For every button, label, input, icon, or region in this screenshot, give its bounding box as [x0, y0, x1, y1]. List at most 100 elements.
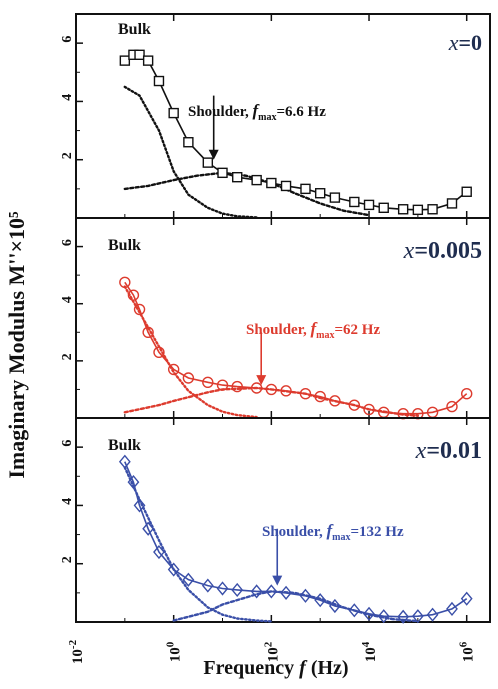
panels-layer: 2 4 6 Bulk x=0 Shoulder, fmax=6.6 Hz 2 4 6 Bulk x=…: [60, 13, 491, 664]
data-point: [202, 157, 214, 168]
component-curve-1: [123, 85, 258, 219]
data-point: [153, 75, 165, 87]
x-tick-label: 100: [165, 641, 184, 662]
component-curve-2: [123, 171, 371, 217]
data-point: [299, 388, 312, 400]
component-curve-2: [172, 590, 420, 623]
data-point: [153, 346, 165, 358]
data-point: [300, 183, 311, 195]
data-point: [266, 177, 277, 189]
x-tick-label: 104: [360, 641, 379, 662]
data-point: [363, 606, 375, 621]
data-point: [446, 198, 458, 209]
x-tick-label: 106: [458, 641, 477, 662]
panel-3: 2 4 6 Bulk x=0.01 Shoulder, fmax=132 Hz: [60, 417, 491, 624]
fit-line: [124, 54, 468, 211]
data-point: [217, 167, 228, 179]
data-point: [314, 390, 326, 403]
y-tick-label: 6: [60, 440, 75, 447]
data-point: [183, 137, 194, 148]
data-point: [167, 363, 180, 376]
data-point: [426, 607, 439, 622]
data-point: [280, 180, 292, 192]
data-point: [167, 562, 180, 577]
data-point: [411, 609, 424, 624]
data-point: [127, 475, 140, 490]
data-point: [280, 585, 292, 600]
data-point: [446, 400, 458, 413]
data-point: [363, 403, 375, 416]
data-point: [265, 383, 278, 396]
y-axis-label: Imaginary Modulus M''×10⁵: [4, 211, 29, 479]
data-point: [202, 376, 214, 388]
data-point: [142, 326, 154, 338]
y-tick-label: 4: [60, 94, 75, 101]
composition-label: x=0: [448, 30, 482, 55]
data-point: [231, 380, 243, 393]
data-point: [118, 454, 131, 469]
data-point: [142, 521, 155, 536]
y-tick-label: 2: [60, 152, 75, 159]
data-point: [231, 582, 244, 598]
shoulder-arrowhead: [256, 375, 267, 386]
data-point: [216, 581, 229, 596]
data-point: [348, 603, 361, 618]
data-point: [133, 303, 146, 316]
y-tick-label: 4: [60, 498, 75, 505]
bulk-label: Bulk: [118, 21, 151, 38]
shoulder-arrowhead: [208, 149, 219, 160]
fit-line: [124, 281, 468, 415]
component-curve-1: [123, 285, 258, 419]
data-point: [182, 372, 195, 384]
data-point: [378, 202, 389, 214]
y-tick-label: 6: [60, 36, 75, 43]
data-point: [349, 196, 360, 208]
shoulder-arrowhead: [272, 575, 283, 586]
data-point: [265, 584, 278, 599]
data-point: [280, 385, 292, 397]
data-point: [168, 107, 179, 119]
x-tick-label: 10-2: [67, 639, 86, 664]
data-point: [460, 591, 473, 606]
y-tick-label: 2: [60, 353, 75, 360]
data-point: [232, 171, 243, 183]
data-point: [329, 395, 341, 407]
panel-frame: [75, 417, 491, 623]
data-point: [412, 204, 424, 216]
data-point: [142, 55, 154, 66]
data-point: [127, 289, 140, 301]
y-tick-label: 4: [60, 296, 75, 303]
data-point: [182, 572, 195, 587]
data-point: [348, 399, 361, 411]
data-point: [446, 601, 458, 616]
shoulder-label: Shoulder, fmax=6.6 Hz: [188, 101, 326, 123]
data-point: [461, 186, 472, 197]
data-point: [153, 544, 165, 560]
data-point: [314, 188, 326, 199]
data-point: [328, 598, 341, 614]
data-point: [119, 276, 131, 288]
data-point: [397, 609, 410, 624]
bulk-label: Bulk: [108, 437, 141, 454]
data-point: [377, 609, 390, 624]
data-point: [314, 593, 327, 608]
shoulder-label: Shoulder, fmax=132 Hz: [262, 521, 404, 543]
data-point: [134, 49, 145, 60]
composition-label: x=0.01: [415, 438, 482, 464]
data-point: [250, 382, 263, 394]
data-point: [251, 174, 262, 186]
data-point: [250, 584, 263, 599]
panel-1: 2 4 6 Bulk x=0 Shoulder, fmax=6.6 Hz: [60, 13, 491, 219]
data-point: [201, 578, 214, 593]
y-tick-label: 2: [60, 556, 75, 563]
data-point: [363, 199, 375, 211]
bulk-label: Bulk: [108, 237, 141, 254]
x-axis-label: Frequency f (Hz): [203, 657, 348, 679]
y-tick-label: 6: [60, 239, 75, 246]
composition-label: x=0.005: [403, 238, 482, 264]
data-point: [133, 498, 146, 513]
panel-2: 2 4 6 Bulk x=0.005 Shoulder, fmax=62 Hz: [60, 217, 491, 420]
data-point: [216, 379, 229, 391]
data-point: [427, 204, 438, 215]
